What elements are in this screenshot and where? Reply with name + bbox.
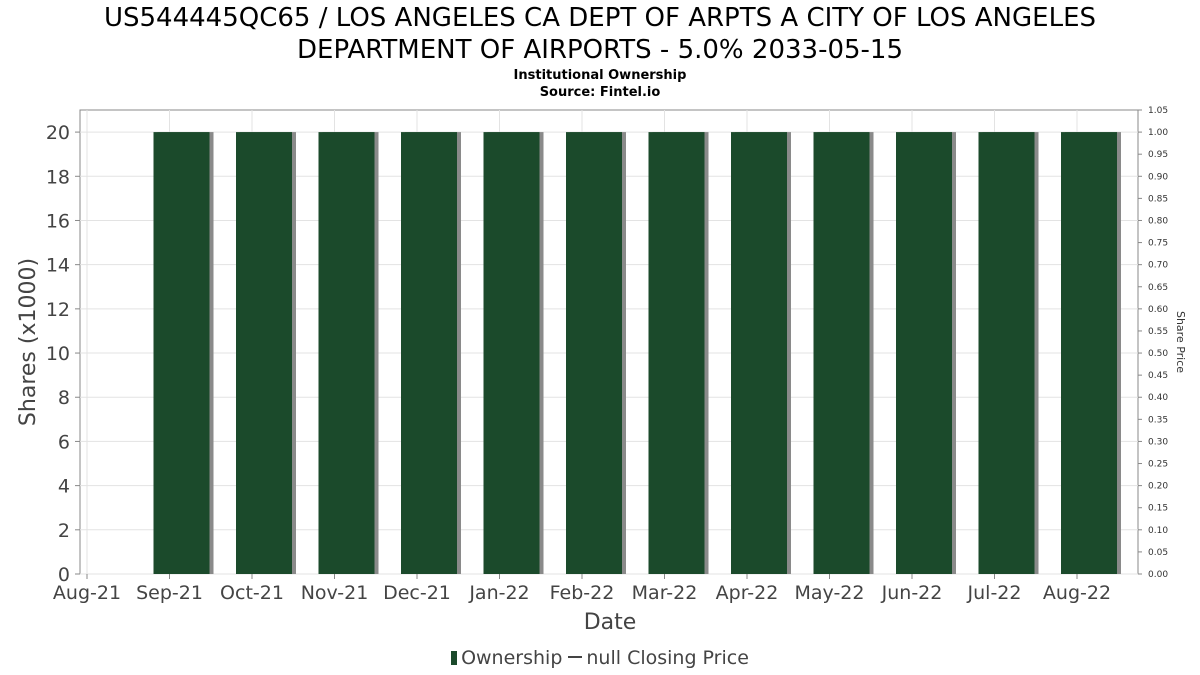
y2-tick-label: 0.50: [1148, 349, 1168, 359]
y-axis-label: Shares (x1000): [16, 258, 41, 426]
y2-tick-label: 0.25: [1148, 460, 1168, 470]
ownership-bar: [731, 132, 787, 574]
x-tick-label: Jul-22: [967, 582, 1022, 604]
x-tick-label: Oct-21: [220, 582, 284, 604]
y-tick-label: 0: [58, 564, 70, 586]
x-tick-label: Sep-21: [136, 582, 203, 604]
y-tick-label: 2: [58, 520, 70, 542]
ownership-bar: [648, 132, 705, 574]
chart-title-line1: US544445QC65 / LOS ANGELES CA DEPT OF AR…: [103, 3, 1096, 33]
x-tick-label: Aug-21: [53, 582, 121, 604]
y2-tick-label: 0.30: [1148, 437, 1168, 447]
x-tick-label: Apr-22: [716, 582, 779, 604]
price-legend-line: [568, 656, 583, 658]
ownership-bar: [978, 132, 1035, 574]
y-tick-label: 8: [58, 387, 70, 409]
ownership-bar: [318, 132, 375, 574]
x-tick-label: Aug-22: [1043, 582, 1111, 604]
chart-source: Source: Fintel.io: [539, 85, 661, 100]
y2-tick-label: 0.55: [1148, 327, 1168, 337]
y2-tick-label: 1.05: [1148, 106, 1168, 116]
y2-tick-label: 0.95: [1148, 150, 1168, 160]
ownership-bar: [896, 132, 952, 574]
ownership-bar: [236, 132, 292, 574]
y2-tick-label: 0.70: [1148, 261, 1168, 271]
ownership-bar: [566, 132, 622, 574]
ownership-bar: [401, 132, 457, 574]
x-tick-label: Jan-22: [468, 582, 529, 604]
ownership-bar: [153, 132, 210, 574]
y2-tick-label: 0.80: [1148, 216, 1168, 226]
ownership-bar: [483, 132, 540, 574]
y2-tick-label: 0.60: [1148, 305, 1168, 315]
y-tick-label: 4: [58, 476, 70, 498]
y2-tick-label: 0.35: [1148, 415, 1168, 425]
y2-tick-label: 0.85: [1148, 194, 1168, 204]
chart-title-line2: DEPARTMENT OF AIRPORTS - 5.0% 2033-05-15: [297, 35, 903, 65]
ownership-legend-label: Ownership: [461, 647, 563, 669]
x-tick-label: Mar-22: [632, 582, 698, 604]
y2-tick-label: 0.75: [1148, 239, 1168, 249]
ownership-legend-swatch: [451, 651, 458, 665]
y-tick-label: 20: [46, 122, 70, 144]
y-tick-label: 18: [46, 166, 70, 188]
ownership-bar: [813, 132, 870, 574]
y2-tick-label: 0.40: [1148, 393, 1168, 403]
price-legend-label: null Closing Price: [586, 647, 749, 669]
y-tick-label: 14: [46, 255, 70, 277]
y2-tick-label: 0.15: [1148, 504, 1168, 514]
chart-subtitle: Institutional Ownership: [513, 68, 687, 83]
x-tick-label: Feb-22: [550, 582, 615, 604]
y2-tick-label: 0.05: [1148, 548, 1168, 558]
y2-tick-label: 0.00: [1148, 570, 1168, 580]
x-tick-label: Nov-21: [301, 582, 369, 604]
ownership-bar: [1061, 132, 1117, 574]
y2-axis-label: Share Price: [1174, 311, 1187, 373]
y-tick-label: 10: [46, 343, 70, 365]
y2-tick-label: 1.00: [1148, 128, 1168, 138]
x-axis-label: Date: [584, 610, 637, 635]
y2-tick-label: 0.65: [1148, 283, 1168, 293]
y2-tick-label: 0.45: [1148, 371, 1168, 381]
chart-legend: Ownership null Closing Price: [0, 647, 1200, 669]
y2-tick-label: 0.20: [1148, 482, 1168, 492]
y-tick-label: 12: [46, 299, 70, 321]
x-tick-label: Dec-21: [383, 582, 451, 604]
x-tick-label: Jun-22: [881, 582, 943, 604]
y-tick-label: 16: [46, 210, 70, 232]
y2-tick-label: 0.90: [1148, 172, 1168, 182]
x-tick-label: May-22: [795, 582, 865, 604]
y-tick-label: 6: [58, 431, 70, 453]
y2-tick-label: 0.10: [1148, 526, 1168, 536]
